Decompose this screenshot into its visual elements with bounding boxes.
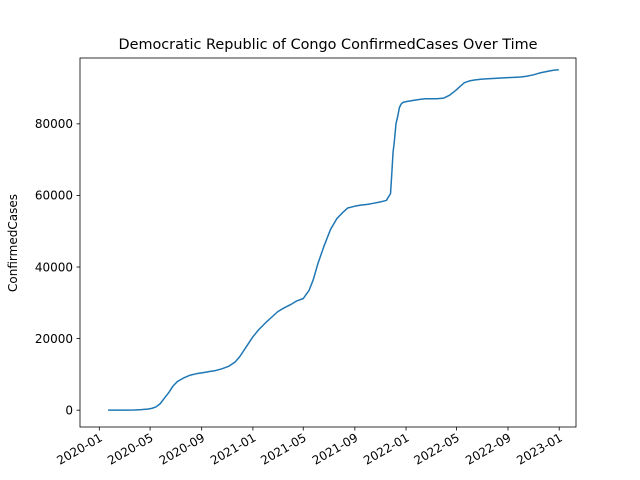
series-line-0: [108, 69, 559, 411]
y-tick-label: 0: [65, 403, 73, 417]
y-tick-label: 20000: [35, 332, 73, 346]
y-tick-label: 40000: [35, 260, 73, 274]
axes-frame: [79, 57, 577, 428]
y-axis-label: ConfirmedCases: [6, 194, 20, 292]
plot-area: [108, 69, 559, 411]
chart-title: Democratic Republic of Congo ConfirmedCa…: [119, 37, 538, 53]
y-axis: 0 20000 40000 60000 80000: [35, 117, 80, 417]
y-tick-label: 80000: [35, 117, 73, 131]
y-tick-label: 60000: [35, 189, 73, 203]
